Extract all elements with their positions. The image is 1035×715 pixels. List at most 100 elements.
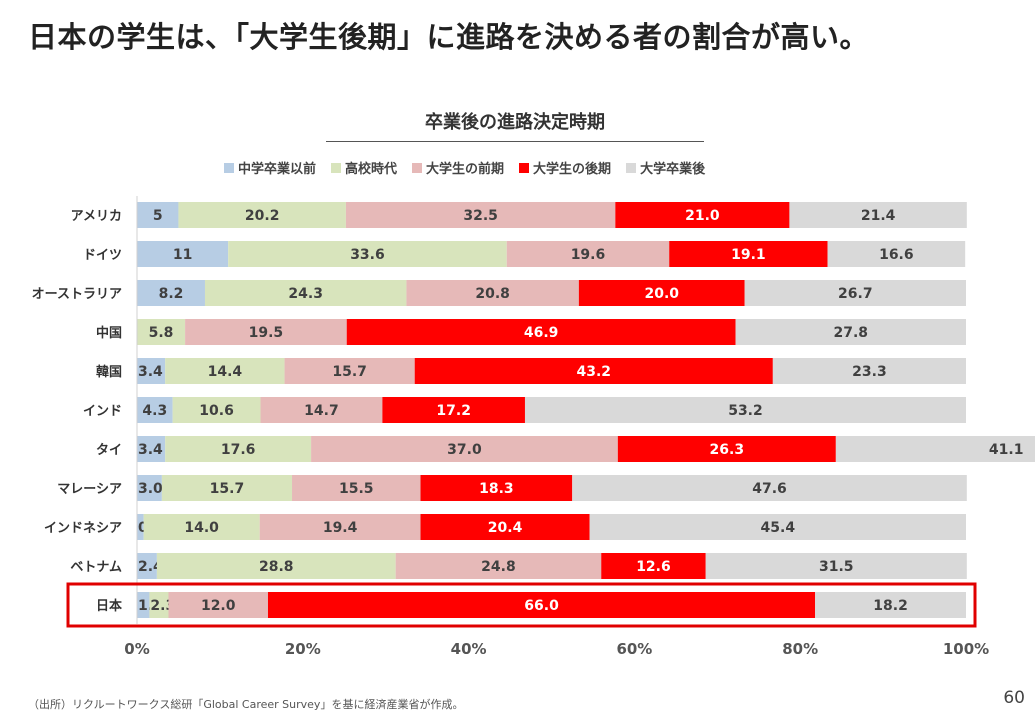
legend-label-high-school: 高校時代 bbox=[345, 162, 398, 177]
bar-segment-cat0-s2 bbox=[345, 202, 616, 228]
data-label-cat8-s3: 20.4 bbox=[488, 520, 523, 536]
bar-segment-cat0-s0 bbox=[137, 202, 179, 228]
bar-segment-cat10-s2 bbox=[168, 592, 268, 618]
x-tick-label-1: 20% bbox=[285, 640, 321, 658]
data-label-cat5-s2: 14.7 bbox=[304, 403, 339, 419]
data-label-cat4-s0: 3.4 bbox=[138, 364, 163, 380]
bar-segment-cat9-s2 bbox=[395, 553, 602, 579]
category-label-cat4: 韓国 bbox=[96, 364, 122, 380]
bar-segment-cat1-s4 bbox=[827, 241, 966, 267]
legend-label-after-grad: 大学卒業後 bbox=[640, 162, 706, 177]
bar-segment-cat3-s1 bbox=[137, 319, 186, 345]
data-label-cat5-s3: 17.2 bbox=[436, 403, 471, 419]
bar-segment-cat2-s1 bbox=[204, 280, 407, 306]
category-label-cat0: アメリカ bbox=[71, 209, 122, 224]
data-label-cat0-s2: 32.5 bbox=[463, 208, 498, 224]
bar-segment-cat4-s2 bbox=[284, 358, 415, 384]
x-tick-label-4: 80% bbox=[782, 640, 818, 658]
bar-segment-cat9-s3 bbox=[601, 553, 706, 579]
bar-segment-cat9-s1 bbox=[156, 553, 396, 579]
bar-segment-cat7-s4 bbox=[572, 475, 967, 501]
bar-segment-cat4-s4 bbox=[772, 358, 966, 384]
bar-segment-cat4-s3 bbox=[414, 358, 773, 384]
bar-segment-cat4-s0 bbox=[137, 358, 166, 384]
legend-item-high-school: 高校時代 bbox=[331, 158, 397, 177]
data-label-cat2-s1: 24.3 bbox=[288, 286, 323, 302]
data-label-cat6-s3: 26.3 bbox=[710, 442, 745, 458]
category-label-cat10: 日本 bbox=[96, 598, 122, 614]
bar-segment-cat8-s4 bbox=[589, 514, 966, 540]
data-label-cat8-s1: 14.0 bbox=[184, 520, 219, 536]
legend-label-univ-late: 大学生の後期 bbox=[533, 162, 612, 177]
bar-segment-cat0-s1 bbox=[178, 202, 346, 228]
data-label-cat10-s3: 66.0 bbox=[524, 598, 559, 614]
bar-segment-cat1-s0 bbox=[137, 241, 229, 267]
data-label-cat1-s4: 16.6 bbox=[879, 247, 914, 263]
data-label-cat4-s2: 15.7 bbox=[332, 364, 367, 380]
bar-segment-cat5-s1 bbox=[172, 397, 261, 423]
x-tick-label-5: 100% bbox=[943, 640, 989, 658]
bar-segment-cat8-s2 bbox=[259, 514, 421, 540]
x-tick-label-0: 0% bbox=[124, 640, 149, 658]
stacked-bar-chart: アメリカ 5 20.2 32.5 21.0 21.4 ドイツ 11 33.6 19.6 19.1 16… bbox=[32, 196, 1035, 658]
chart-legend: 中学卒業以前 高校時代 大学生の前期 大学生の後期 大学卒業後 bbox=[224, 158, 705, 177]
page-title: 日本の学生は、「大学生後期」に進路を決める者の割合が高い。 bbox=[28, 20, 870, 54]
bar-segment-cat8-s0 bbox=[137, 514, 144, 540]
legend-item-after-grad: 大学卒業後 bbox=[626, 158, 705, 177]
legend-swatch-univ-early bbox=[412, 162, 423, 173]
data-label-cat9-s0: 2.4 bbox=[138, 559, 163, 575]
data-label-cat3-s2: 19.5 bbox=[249, 325, 284, 341]
data-label-cat9-s1: 28.8 bbox=[259, 559, 294, 575]
legend-item-junior-high: 中学卒業以前 bbox=[224, 158, 316, 177]
data-label-cat3-s3: 46.9 bbox=[524, 325, 559, 341]
data-label-cat0-s0: 5 bbox=[153, 208, 163, 224]
data-label-cat1-s0: 11 bbox=[173, 247, 192, 263]
category-label-cat7: マレーシア bbox=[57, 482, 122, 497]
data-label-cat4-s1: 14.4 bbox=[208, 364, 243, 380]
bar-segment-cat2-s4 bbox=[744, 280, 966, 306]
chart-title: 卒業後の進路決定時期 bbox=[326, 108, 704, 142]
data-label-cat2-s2: 20.8 bbox=[475, 286, 510, 302]
category-label-cat2: オーストラリア bbox=[32, 287, 122, 302]
data-label-cat0-s4: 21.4 bbox=[861, 208, 896, 224]
bar-segment-cat0-s3 bbox=[615, 202, 790, 228]
bar-segment-cat2-s0 bbox=[137, 280, 205, 306]
bar-segment-cat6-s4 bbox=[835, 436, 1035, 462]
x-tick-label-3: 60% bbox=[616, 640, 652, 658]
data-label-cat7-s2: 15.5 bbox=[339, 481, 374, 497]
bar-segment-cat3-s4 bbox=[735, 319, 966, 345]
highlight-frame-japan bbox=[66, 582, 977, 628]
bar-segment-cat5-s2 bbox=[260, 397, 383, 423]
bar-segment-cat8-s1 bbox=[143, 514, 260, 540]
data-label-cat10-s4: 18.2 bbox=[873, 598, 908, 614]
bar-segment-cat1-s1 bbox=[228, 241, 507, 267]
data-label-cat4-s4: 23.3 bbox=[852, 364, 887, 380]
data-label-cat1-s2: 19.6 bbox=[571, 247, 606, 263]
data-label-cat7-s4: 47.6 bbox=[752, 481, 787, 497]
data-label-cat9-s4: 31.5 bbox=[819, 559, 854, 575]
data-label-cat4-s3: 43.2 bbox=[577, 364, 612, 380]
category-label-cat1: ドイツ bbox=[83, 248, 122, 263]
legend-item-univ-late: 大学生の後期 bbox=[519, 158, 611, 177]
data-label-cat9-s2: 24.8 bbox=[481, 559, 516, 575]
data-label-cat10-s2: 12.0 bbox=[201, 598, 236, 614]
data-label-cat2-s4: 26.7 bbox=[838, 286, 873, 302]
bar-segment-cat5-s4 bbox=[524, 397, 966, 423]
bar-segment-cat10-s0 bbox=[137, 592, 150, 618]
data-label-cat8-s4: 45.4 bbox=[761, 520, 796, 536]
bar-segment-cat5-s3 bbox=[382, 397, 525, 423]
bar-segment-cat1-s3 bbox=[669, 241, 828, 267]
bar-segment-cat8-s3 bbox=[420, 514, 590, 540]
source-note: （出所）リクルートワークス総研「Global Career Survey」を基に… bbox=[28, 698, 464, 711]
data-label-cat6-s0: 3.4 bbox=[138, 442, 163, 458]
bar-segment-cat7-s1 bbox=[161, 475, 293, 501]
page-number: 60 bbox=[1003, 688, 1025, 708]
legend-swatch-univ-late bbox=[519, 162, 530, 173]
x-tick-label-2: 40% bbox=[451, 640, 487, 658]
data-label-cat6-s1: 17.6 bbox=[221, 442, 256, 458]
bar-segment-cat10-s3 bbox=[267, 592, 816, 618]
data-label-cat7-s1: 15.7 bbox=[210, 481, 245, 497]
data-label-cat7-s0: 3.0 bbox=[138, 481, 163, 497]
data-label-cat1-s3: 19.1 bbox=[731, 247, 766, 263]
data-label-cat2-s0: 8.2 bbox=[159, 286, 184, 302]
